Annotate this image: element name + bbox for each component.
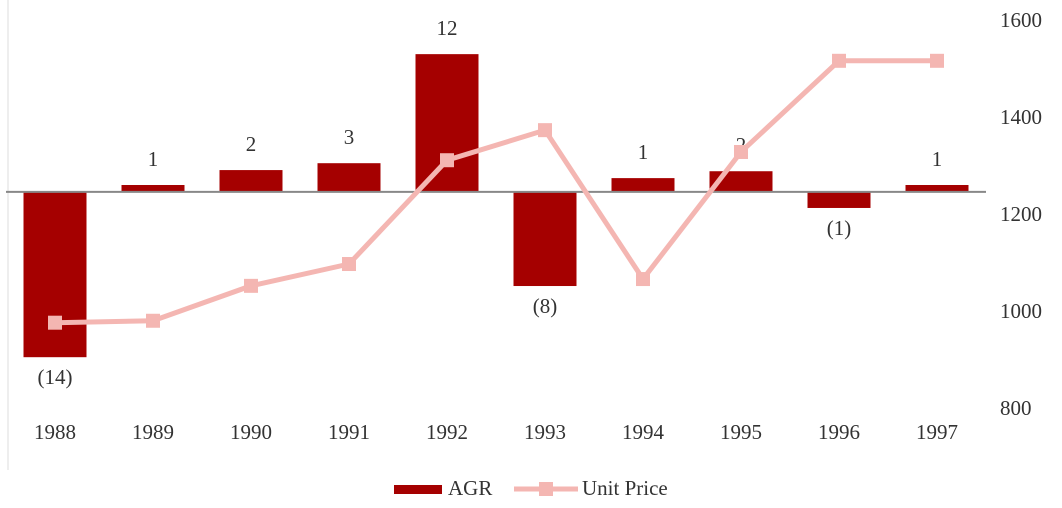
y2-tick-label: 1000	[1000, 299, 1042, 323]
legend-label: AGR	[448, 476, 492, 500]
x-tick-label: 1988	[34, 420, 76, 444]
line	[54, 58, 937, 326]
y2-tick-label: 1400	[1000, 105, 1042, 129]
marker	[636, 272, 650, 287]
data-label: 1	[932, 147, 943, 171]
x-tick-label: 1993	[524, 420, 566, 444]
x-tick-label: 1997	[916, 420, 958, 444]
y2-tick-label: 1200	[1000, 202, 1042, 226]
marker	[244, 278, 258, 293]
bar	[807, 191, 871, 208]
data-label: 1	[638, 140, 649, 164]
x-tick-label: 1989	[132, 420, 174, 444]
y2-tick-label: 1600	[1000, 8, 1042, 32]
y2-tick-label: 800	[1000, 396, 1032, 420]
bar	[219, 170, 283, 192]
bar	[611, 178, 675, 192]
legend-marker	[539, 482, 553, 496]
marker	[146, 313, 160, 328]
marker	[440, 153, 454, 168]
bar	[317, 163, 381, 192]
bar	[513, 191, 577, 287]
marker	[342, 257, 356, 272]
bar	[23, 191, 87, 358]
marker	[930, 53, 944, 68]
marker	[734, 144, 748, 159]
marker	[832, 53, 846, 68]
data-label: 2	[246, 132, 257, 156]
data-label: 1	[148, 147, 159, 171]
x-tick-label: 1991	[328, 420, 370, 444]
data-label: (14)	[38, 365, 73, 389]
x-tick-label: 1996	[818, 420, 860, 444]
marker	[538, 123, 552, 138]
data-label: 3	[344, 125, 355, 149]
x-tick-label: 1992	[426, 420, 468, 444]
data-label: 12	[437, 16, 458, 40]
data-label: (8)	[533, 294, 558, 318]
legend-label: Unit Price	[582, 476, 668, 500]
x-tick-label: 1995	[720, 420, 762, 444]
bar	[415, 54, 479, 192]
data-label: (1)	[827, 216, 852, 240]
legend-swatch	[394, 485, 442, 494]
x-tick-label: 1990	[230, 420, 272, 444]
x-tick-label: 1994	[622, 420, 665, 444]
bar	[121, 185, 185, 192]
marker	[48, 315, 62, 330]
bar	[905, 185, 969, 192]
